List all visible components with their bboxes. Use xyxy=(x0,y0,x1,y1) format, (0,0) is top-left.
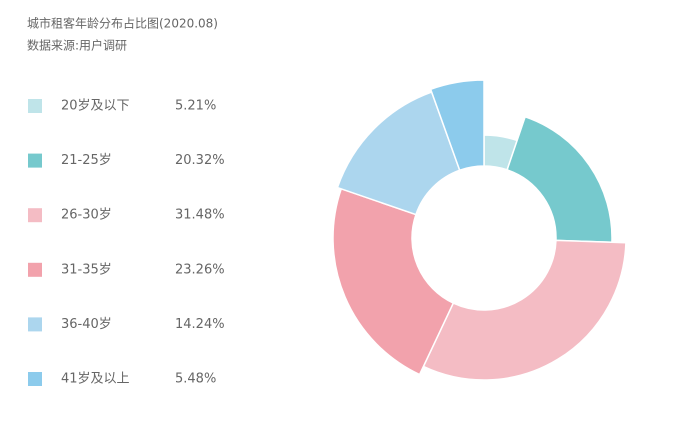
legend-swatch xyxy=(28,372,42,386)
legend-value: 5.21% xyxy=(175,99,216,114)
legend-label: 26-30岁 xyxy=(61,208,112,223)
legend-label: 21-25岁 xyxy=(61,153,112,168)
donut-slice xyxy=(506,115,613,244)
chart-title: 城市租客年龄分布占比图(2020.08) xyxy=(27,16,218,31)
legend-label: 31-35岁 xyxy=(61,262,112,277)
donut-slice xyxy=(332,187,455,376)
legend-swatch xyxy=(28,153,42,168)
legend-value: 20.32% xyxy=(175,153,225,168)
legend-swatch xyxy=(28,99,42,113)
legend-label: 41岁及以上 xyxy=(61,372,130,387)
legend-value: 31.48% xyxy=(175,208,225,223)
legend-label: 20岁及以下 xyxy=(61,99,130,114)
legend-value: 5.48% xyxy=(175,372,216,387)
legend-swatch xyxy=(28,262,42,277)
legend-swatch xyxy=(28,317,42,332)
donut-slice xyxy=(429,79,485,172)
chart-subtitle: 数据来源:用户调研 xyxy=(27,38,127,53)
legend-label: 36-40岁 xyxy=(61,317,112,332)
donut-slice xyxy=(422,239,627,381)
legend-swatch xyxy=(28,208,42,223)
legend-value: 14.24% xyxy=(175,317,225,332)
legend-value: 23.26% xyxy=(175,262,225,277)
